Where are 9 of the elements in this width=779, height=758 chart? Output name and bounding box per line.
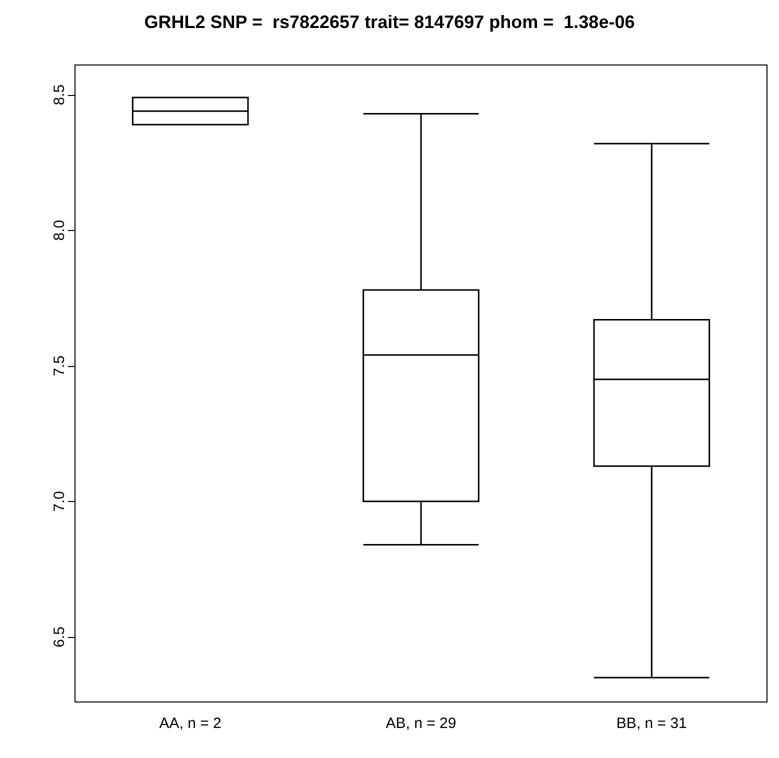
y-tick-label: 7.5: [51, 355, 68, 376]
y-tick-label: 8.0: [51, 220, 68, 241]
chart-title: GRHL2 SNP = rs7822657 trait= 8147697 phom = 1.38e-06: [144, 12, 635, 32]
y-tick-label: 6.5: [51, 626, 68, 648]
x-tick-label: AA, n = 2: [159, 715, 222, 732]
y-tick-label: 7.0: [51, 490, 68, 512]
x-tick-label: AB, n = 29: [386, 715, 456, 732]
y-tick-label: 8.5: [51, 84, 68, 106]
x-tick-label: BB, n = 31: [616, 715, 687, 732]
